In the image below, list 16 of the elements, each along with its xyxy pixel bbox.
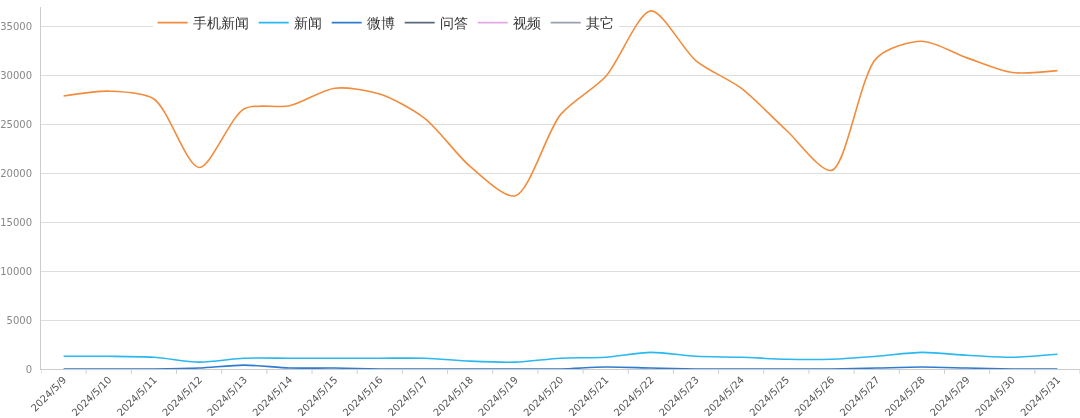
legend-label: 视频 xyxy=(512,15,541,32)
legend-label: 问答 xyxy=(439,15,468,32)
y-tick-label: 20000 xyxy=(0,167,32,179)
line-series xyxy=(62,10,1059,197)
y-tick-label: 30000 xyxy=(0,69,32,81)
y-tick-label: 5000 xyxy=(6,314,32,326)
line-series xyxy=(62,351,1059,364)
legend-label: 微博 xyxy=(366,15,395,32)
y-tick-label: 35000 xyxy=(0,21,32,33)
legend-label: 手机新闻 xyxy=(192,15,249,32)
legend-label: 其它 xyxy=(585,15,614,32)
legend-label: 新闻 xyxy=(293,15,322,32)
y-tick-label: 25000 xyxy=(0,118,32,130)
y-tick-label: 15000 xyxy=(0,216,32,228)
y-tick-label: 0 xyxy=(25,363,32,375)
y-tick-label: 10000 xyxy=(0,265,32,277)
